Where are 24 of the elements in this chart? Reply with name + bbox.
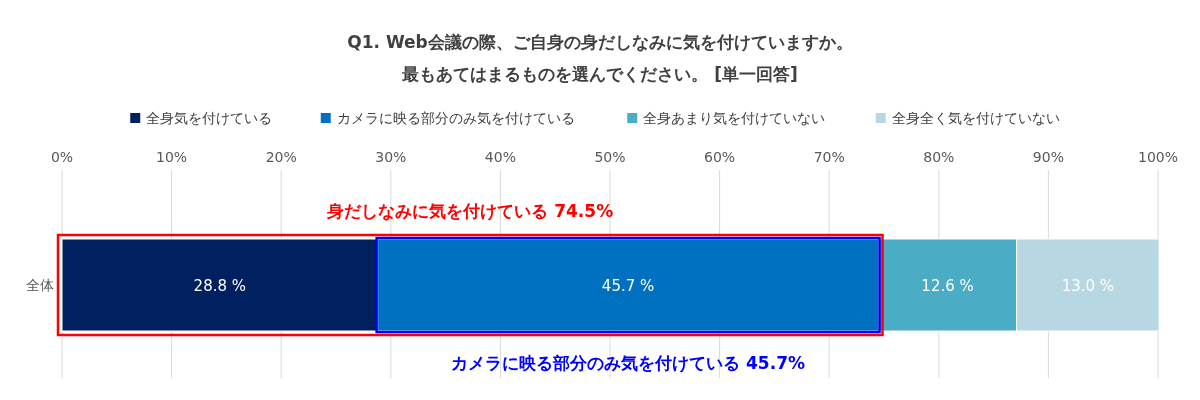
y-tick-label: 全体 [26,277,54,293]
chart-subtitle: 最もあてはまるものを選んでください。 [単一回答] [401,64,798,84]
x-tick-label: 90% [1032,149,1064,165]
legend-label: 全身あまり気を付けていない [643,110,826,126]
x-tick-label: 0% [50,149,74,165]
legend-label: 全身気を付けている [146,110,273,126]
data-label: 13.0 % [1061,277,1115,295]
x-tick-label: 60% [704,149,736,165]
x-tick-label: 10% [156,149,188,165]
data-label: 45.7 % [601,277,655,295]
annotation: カメラに映る部分のみ気を付けている 45.7% [451,353,806,373]
x-tick-label: 50% [594,149,626,165]
x-tick-label: 40% [484,149,516,165]
legend-label: 全身全く気を付けていない [891,110,1060,126]
x-tick-label: 30% [375,149,407,165]
x-tick-label: 20% [265,149,297,165]
data-label: 28.8 % [193,277,247,295]
x-tick-label: 100% [1137,149,1179,165]
data-label: 12.6 % [921,277,974,295]
chart-title: Q1. Web会議の際、ご自身の身だしなみに気を付けていますか。 [347,32,853,52]
x-tick-label: 80% [923,149,955,165]
annotation: 身だしなみに気を付けている 74.5% [326,201,614,221]
legend-label: カメラに映る部分のみ気を付けている [336,110,575,126]
x-tick-label: 70% [813,149,845,165]
